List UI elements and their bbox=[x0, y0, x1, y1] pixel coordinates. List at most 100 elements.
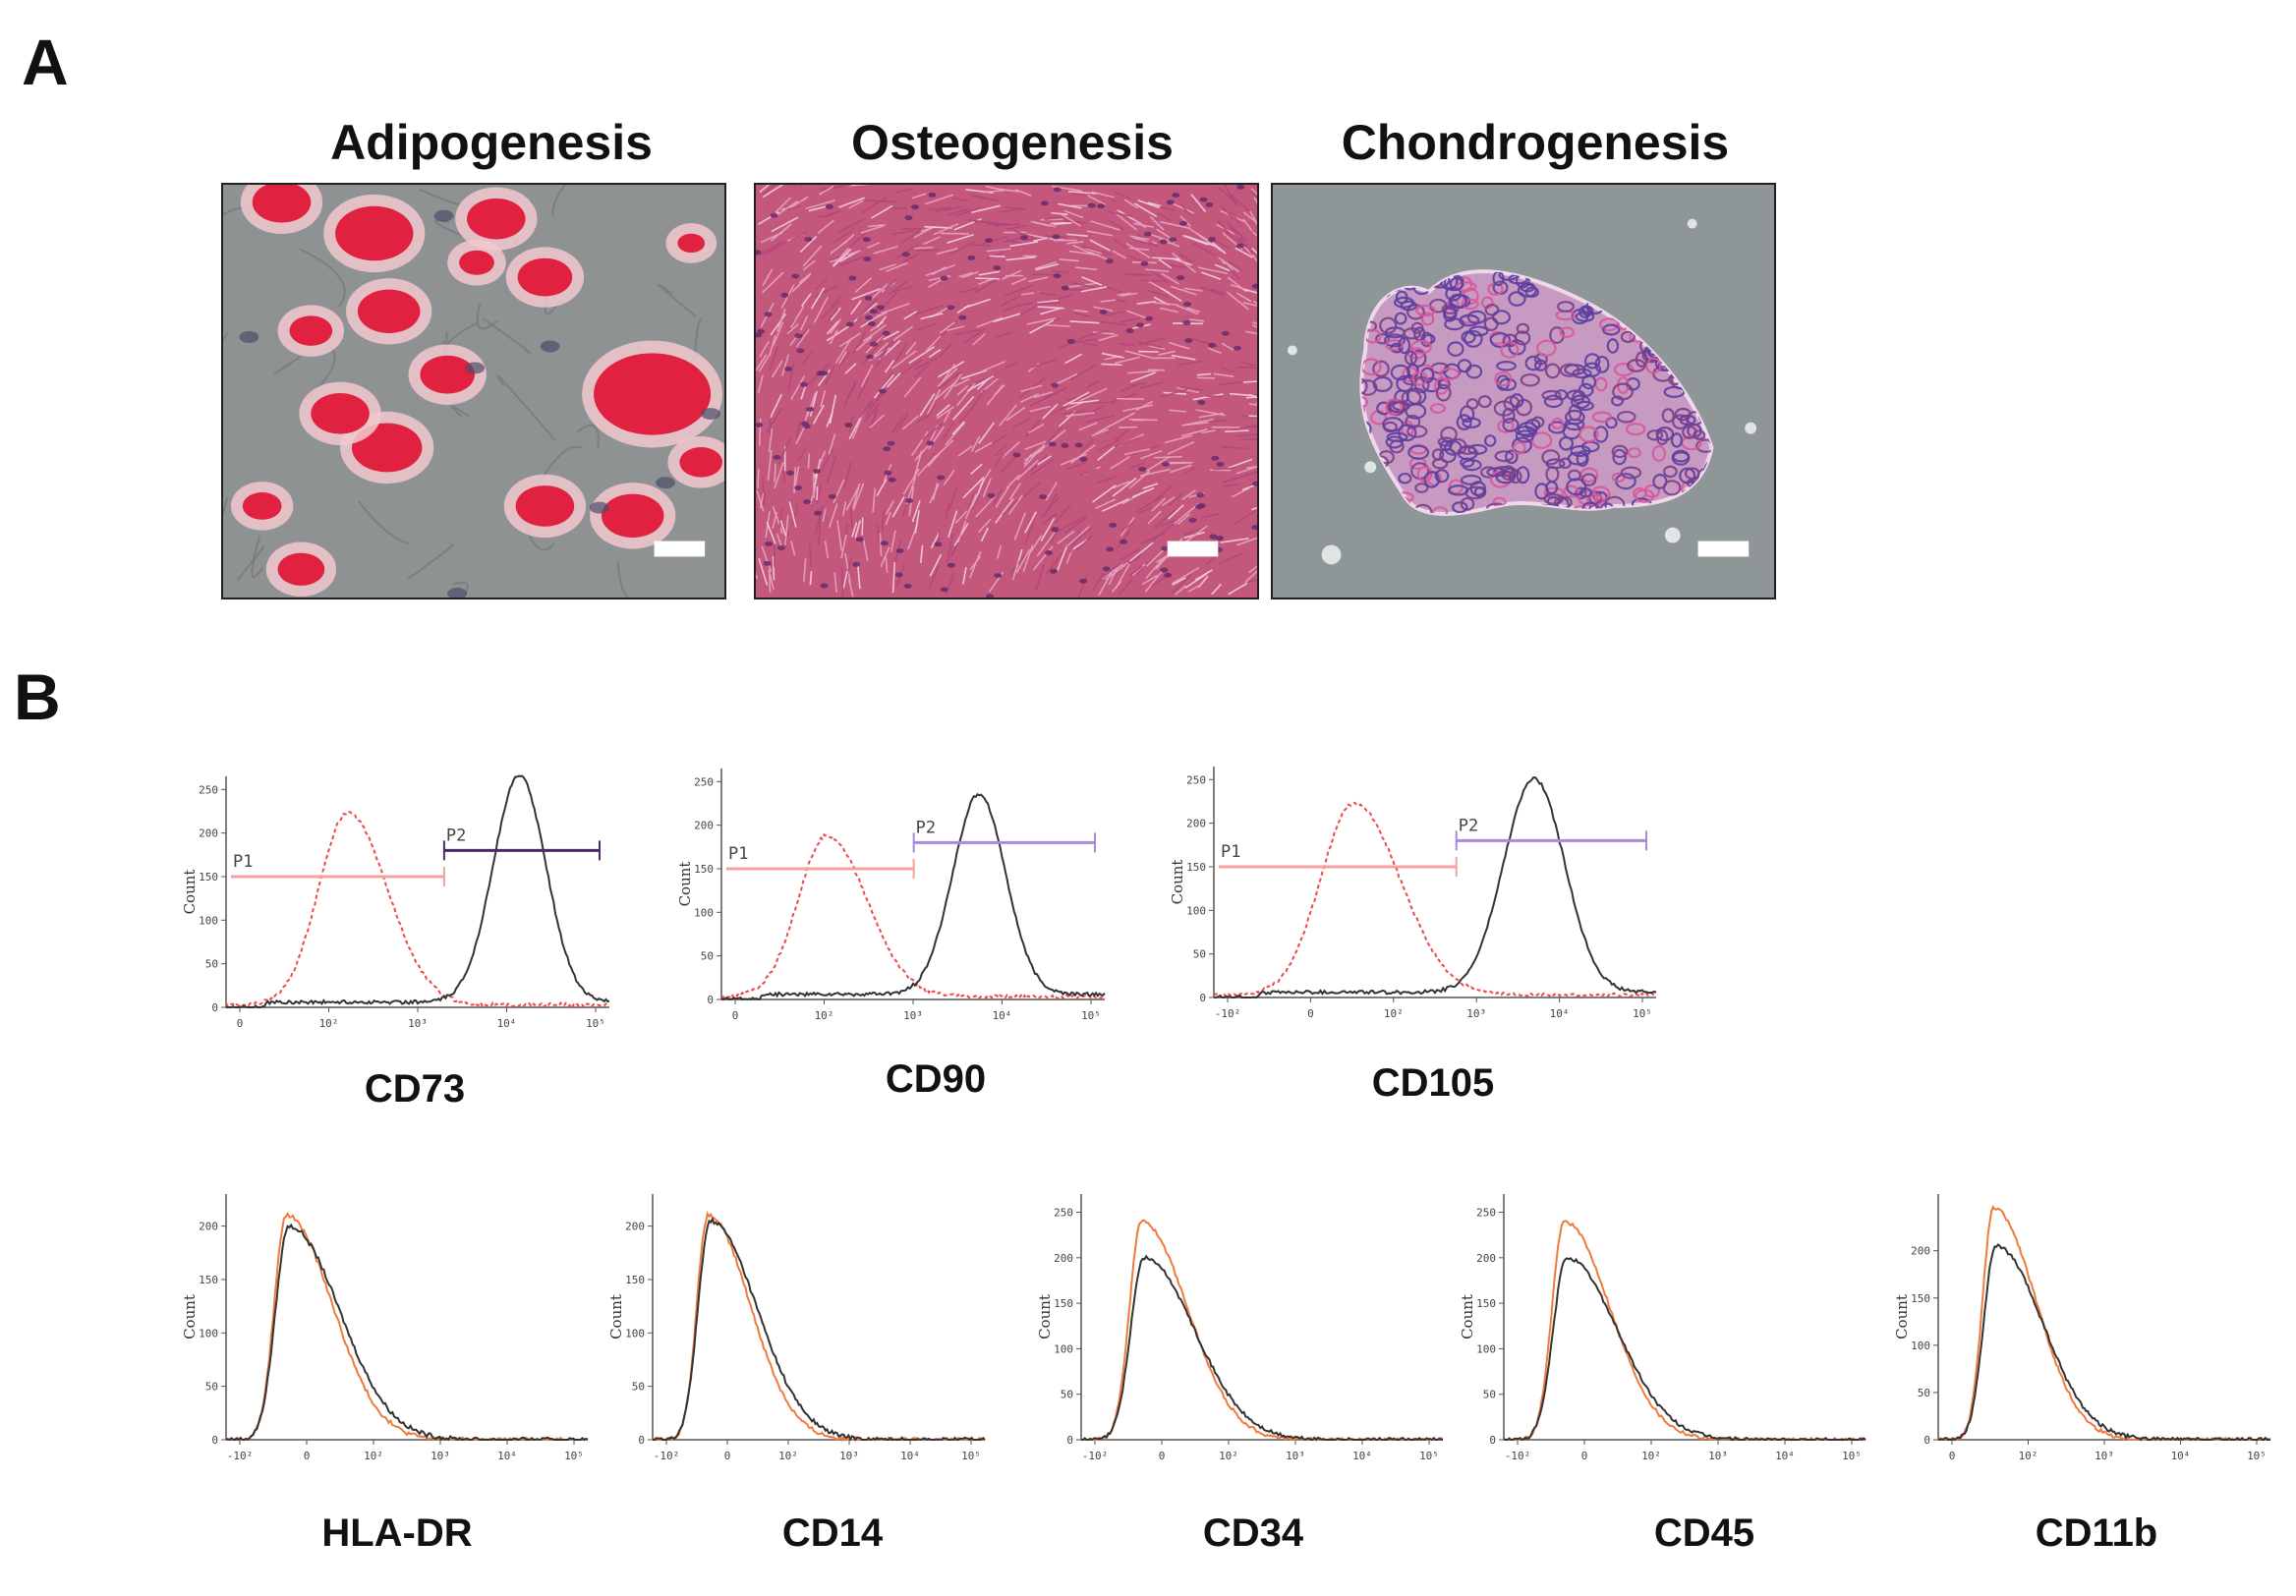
histogram-cd11b: 0 50 100 150 200 0 10² 10³ 10⁴ 10⁵ Count bbox=[1889, 1174, 2282, 1469]
gate-p2-label: P2 bbox=[446, 826, 466, 845]
marker-label-cd105: CD105 bbox=[1371, 1061, 1495, 1105]
adipogenesis-micrograph bbox=[221, 183, 726, 599]
isotype-curve bbox=[225, 1211, 589, 1442]
y-tick-label: 250 bbox=[1476, 1207, 1496, 1220]
histogram-cd73: 0 50 100 150 200 250 0 10² 10³ 10⁴ 10⁵ Count P1 P2 bbox=[177, 757, 629, 1052]
y-tick-label: 100 bbox=[1186, 904, 1206, 917]
isotype-curve bbox=[1937, 1205, 2271, 1442]
y-tick-label: 50 bbox=[1918, 1387, 1930, 1399]
x-tick-label: 0 bbox=[1581, 1450, 1588, 1462]
y-tick-label: 100 bbox=[199, 1327, 218, 1340]
sample-curve bbox=[225, 1223, 589, 1442]
marker-label-hla-dr: HLA-DR bbox=[321, 1511, 473, 1555]
marker-label-cd11b: CD11b bbox=[2035, 1511, 2158, 1555]
sample-curve bbox=[720, 792, 1106, 1001]
histogram-cd34: 0 50 100 150 200 250 -10² 0 10² 10³ 10⁴ 10⁵ Count bbox=[1032, 1174, 1455, 1469]
y-axis-label: Count bbox=[1169, 860, 1186, 905]
x-tick-label: -10² bbox=[654, 1450, 680, 1462]
y-tick-label: 50 bbox=[1061, 1389, 1073, 1401]
histogram-cd45: 0 50 100 150 200 250 -10² 0 10² 10³ 10⁴ 10⁵ Count bbox=[1455, 1174, 1877, 1469]
x-tick-label: 10⁴ bbox=[1352, 1450, 1372, 1462]
sample-curve bbox=[1081, 1254, 1444, 1442]
y-tick-label: 0 bbox=[211, 1434, 218, 1447]
y-tick-label: 150 bbox=[199, 871, 218, 884]
gate-p1-label: P1 bbox=[728, 844, 748, 864]
y-axis-label: Count bbox=[1036, 1294, 1054, 1340]
scale-bar bbox=[1167, 541, 1219, 557]
y-axis-label: Count bbox=[1459, 1294, 1476, 1340]
osteogenesis-micrograph bbox=[754, 183, 1259, 599]
marker-label-cd90: CD90 bbox=[885, 1057, 987, 1101]
x-tick-label: 10⁴ bbox=[497, 1450, 517, 1462]
y-tick-label: 250 bbox=[199, 783, 218, 796]
x-tick-label: 10⁵ bbox=[1419, 1450, 1439, 1462]
x-tick-label: 10³ bbox=[1708, 1450, 1728, 1462]
y-tick-label: 50 bbox=[205, 958, 218, 971]
y-tick-label: 150 bbox=[1911, 1292, 1930, 1305]
x-tick-label: 10⁵ bbox=[1842, 1450, 1862, 1462]
x-tick-label: 10² bbox=[778, 1450, 798, 1462]
osteogenesis-title: Osteogenesis bbox=[851, 115, 1174, 170]
scale-bar bbox=[1697, 541, 1750, 557]
x-tick-label: 10⁴ bbox=[900, 1450, 920, 1462]
x-tick-label: -10² bbox=[1215, 1007, 1241, 1020]
y-tick-label: 200 bbox=[625, 1221, 645, 1233]
x-tick-label: 0 bbox=[1949, 1450, 1956, 1462]
x-tick-label: 10⁴ bbox=[993, 1009, 1012, 1022]
x-tick-label: 10³ bbox=[903, 1009, 923, 1022]
y-tick-label: 150 bbox=[1186, 861, 1206, 874]
isotype-curve bbox=[1213, 801, 1657, 998]
adipogenesis-title: Adipogenesis bbox=[330, 115, 653, 170]
x-tick-label: 10³ bbox=[839, 1450, 859, 1462]
x-tick-label: 10⁵ bbox=[961, 1450, 981, 1462]
x-tick-label: 10² bbox=[815, 1009, 834, 1022]
y-tick-label: 100 bbox=[199, 914, 218, 927]
sample-curve bbox=[1213, 776, 1657, 999]
y-tick-label: 200 bbox=[1911, 1245, 1930, 1258]
x-tick-label: 10⁵ bbox=[1081, 1009, 1101, 1022]
y-axis-label: Count bbox=[676, 862, 694, 907]
x-tick-label: 10⁵ bbox=[1633, 1007, 1652, 1020]
x-tick-label: -10² bbox=[227, 1450, 254, 1462]
sample-curve bbox=[1503, 1257, 1866, 1442]
y-tick-label: 50 bbox=[701, 950, 714, 963]
y-tick-label: 200 bbox=[1476, 1252, 1496, 1265]
panel-label-b: B bbox=[14, 660, 61, 733]
chondrogenesis-micrograph bbox=[1271, 183, 1776, 599]
y-tick-label: 0 bbox=[707, 994, 714, 1006]
y-tick-label: 150 bbox=[199, 1274, 218, 1286]
histogram-cd105: 0 50 100 150 200 250 -10² 0 10² 10³ 10⁴ 10⁵ Count P1 P… bbox=[1165, 747, 1676, 1042]
x-tick-label: 0 bbox=[304, 1450, 311, 1462]
sample-curve bbox=[653, 1216, 986, 1442]
x-tick-label: 10³ bbox=[408, 1017, 428, 1030]
y-tick-label: 150 bbox=[1476, 1297, 1496, 1310]
x-tick-label: 10³ bbox=[430, 1450, 450, 1462]
y-tick-label: 0 bbox=[1923, 1434, 1930, 1447]
x-tick-label: 10⁵ bbox=[564, 1450, 584, 1462]
x-tick-label: 10³ bbox=[1466, 1007, 1486, 1020]
sample-curve bbox=[1937, 1243, 2271, 1442]
isotype-curve bbox=[225, 811, 610, 1008]
histogram-cd14: 0 50 100 150 200 -10² 0 10² 10³ 10⁴ 10⁵ Count bbox=[603, 1174, 997, 1469]
histogram-cd90: 0 50 100 150 200 250 0 10² 10³ 10⁴ 10⁵ Count P1 P2 bbox=[672, 749, 1124, 1044]
marker-label-cd73: CD73 bbox=[364, 1067, 466, 1111]
y-tick-label: 200 bbox=[199, 1221, 218, 1233]
scale-bar bbox=[654, 541, 706, 557]
x-tick-label: 0 bbox=[732, 1009, 739, 1022]
x-tick-label: 10³ bbox=[2095, 1450, 2114, 1462]
y-tick-label: 200 bbox=[694, 820, 714, 832]
y-tick-label: 150 bbox=[1054, 1297, 1073, 1310]
y-tick-label: 100 bbox=[694, 906, 714, 919]
gate-p2-label: P2 bbox=[916, 818, 936, 837]
y-tick-label: 50 bbox=[1193, 948, 1206, 961]
y-axis-label: Count bbox=[181, 1294, 199, 1340]
y-tick-label: 250 bbox=[694, 775, 714, 788]
x-tick-label: 10³ bbox=[1286, 1450, 1305, 1462]
y-tick-label: 150 bbox=[625, 1274, 645, 1286]
x-tick-label: 10² bbox=[1219, 1450, 1238, 1462]
x-tick-label: 10⁴ bbox=[2171, 1450, 2191, 1462]
marker-label-cd45: CD45 bbox=[1653, 1511, 1755, 1555]
x-tick-label: 10² bbox=[319, 1017, 339, 1030]
x-tick-label: -10² bbox=[1082, 1450, 1109, 1462]
y-tick-label: 0 bbox=[638, 1434, 645, 1447]
